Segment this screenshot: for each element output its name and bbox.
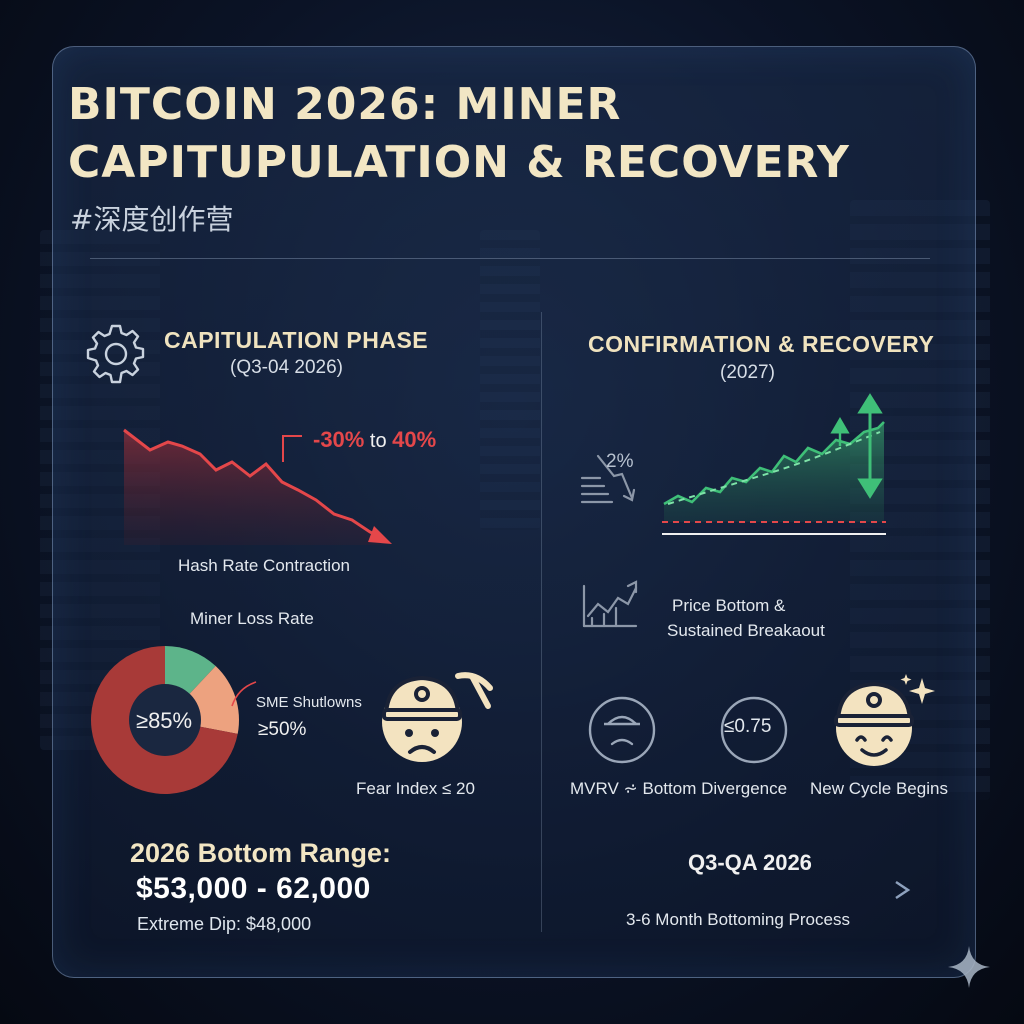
hash-change-to: to [364, 430, 393, 452]
timeline-label: 3-6 Month Bottoming Process [626, 910, 850, 929]
hash-rate-chart [123, 428, 392, 545]
miner-loss-label: Miner Loss Rate [190, 609, 314, 628]
hash-change-min: -30% [313, 427, 365, 452]
header-divider [90, 258, 930, 259]
recovery-chart [662, 393, 886, 535]
happy-miner-icon [834, 674, 935, 766]
title-line-2: CAPITUPULATION & RECOVERY [68, 137, 850, 188]
downtrend-icon [580, 454, 636, 504]
capitulation-phase-period: (Q3-04 2026) [230, 357, 344, 378]
recovery-phase-period: (2027) [720, 362, 775, 383]
down-arrow-icon [368, 526, 392, 544]
hash-rate-change: -30% to 40% [313, 427, 436, 453]
extreme-dip-label: Extreme Dip: $48,000 [137, 914, 312, 934]
sparkle-icon [909, 678, 935, 704]
sme-connector [231, 681, 257, 707]
capitulation-phase-title: CAPITULATION PHASE [164, 327, 429, 353]
new-cycle-label: New Cycle Begins [810, 779, 948, 798]
hash-rate-label: Hash Rate Contraction [178, 556, 350, 575]
timeline-title: Q3-QA 2026 [688, 850, 812, 875]
price-line [663, 421, 885, 506]
price-bottom-label-1: Price Bottom & [672, 596, 786, 615]
price-bottom-label-2: Sustained Breakaout [667, 621, 825, 640]
corner-sparkle-icon [948, 946, 990, 988]
miner-loss-value: ≥85% [136, 708, 193, 733]
hash-rate-line [123, 428, 383, 540]
callout-connector [282, 435, 302, 462]
breakout-chart-icon [582, 580, 638, 628]
miner-loss-donut [91, 646, 239, 794]
timeline-arrow [594, 880, 911, 900]
sad-miner-icon [382, 672, 493, 762]
hashtag: #深度创作营 [70, 203, 234, 236]
title-line-1: BITCOIN 2026: MINER [68, 79, 622, 130]
hash-change-max: 40% [392, 427, 437, 452]
page-title: BITCOIN 2026: MINER CAPITUPULATION & REC… [68, 76, 948, 192]
sme-shutdowns-label: SME Shutlowns [256, 694, 362, 711]
drop-percent: 2% [606, 451, 634, 472]
mvrv-value: ≤0.75 [724, 716, 772, 737]
gear-icon [86, 324, 145, 384]
column-divider [541, 312, 542, 932]
mvrv-label: MVRV ⩫ Bottom Divergence [570, 779, 788, 798]
trend-line [667, 431, 881, 505]
bottom-range-title: 2026 Bottom Range: [130, 838, 392, 868]
bottom-range-value: $53,000 - 62,000 [136, 872, 371, 905]
fear-index-label: Fear Index ≤ 20 [356, 779, 475, 798]
recovery-phase-title: CONFIRMATION & RECOVERY [588, 331, 935, 357]
mvrv-ring-icon [720, 696, 788, 764]
breakout-arrow-icon [830, 393, 883, 499]
sme-shutdowns-value: ≥50% [258, 719, 307, 740]
sad-face-icon [588, 696, 656, 764]
